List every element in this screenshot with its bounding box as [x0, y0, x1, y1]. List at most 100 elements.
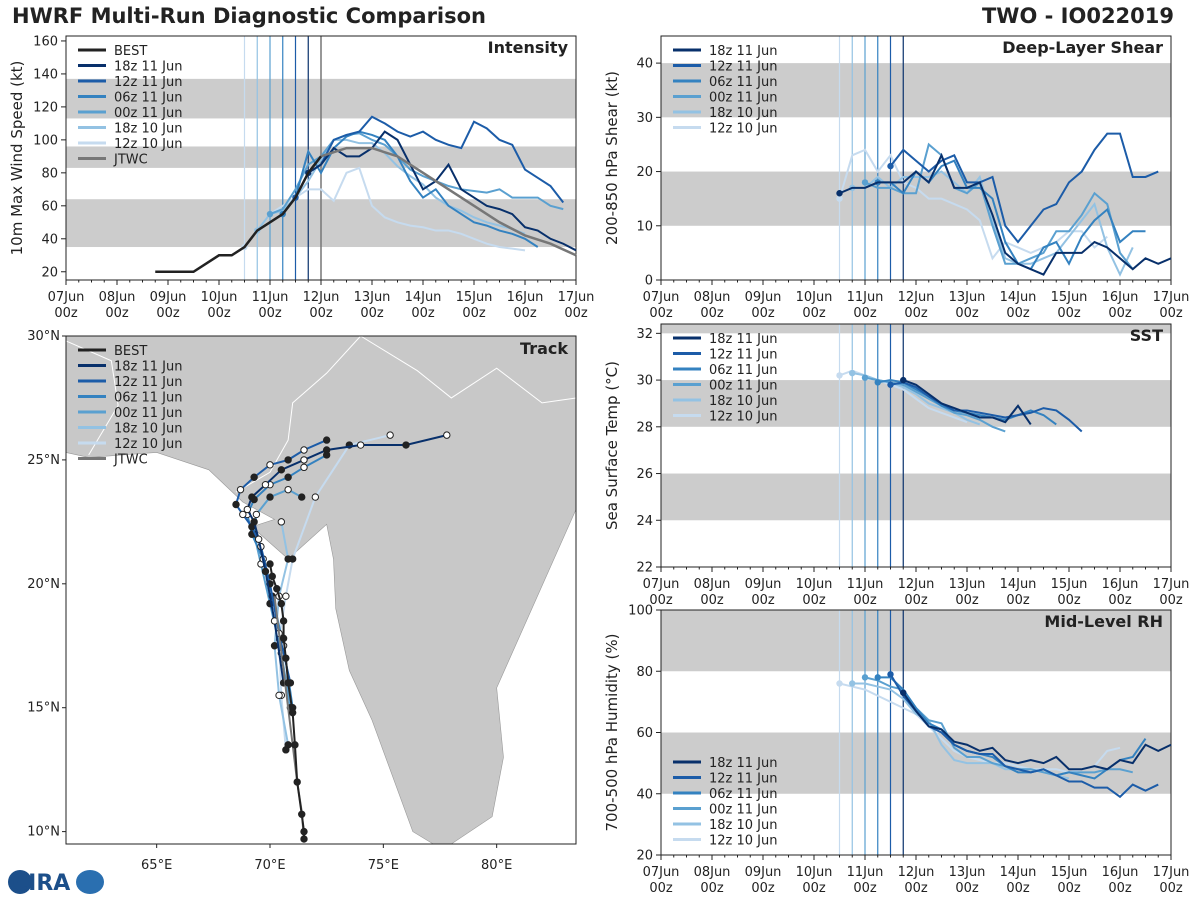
track-point — [291, 741, 299, 749]
series-06z-11-jun — [877, 676, 1147, 780]
x-tick-label: 00z — [513, 306, 537, 321]
border-line — [360, 335, 577, 404]
x-tick-label: 00z — [751, 881, 775, 896]
y-tick-label: 120 — [33, 100, 58, 115]
track-point — [282, 592, 290, 600]
series-start-point — [861, 374, 869, 381]
y-axis-label: 700-500 hPa Humidity (%) — [603, 633, 621, 831]
x-tick-label: 00z — [54, 306, 78, 321]
track-point — [443, 431, 451, 439]
track-point — [386, 431, 394, 439]
x-tick-label: 13Jun — [949, 577, 986, 592]
x-tick-label: 14Jun — [1000, 577, 1037, 592]
x-tick-label: 00z — [1108, 306, 1132, 321]
series-18z-11-jun — [839, 152, 1172, 276]
legend-label: JTWC — [113, 453, 148, 468]
legend-label: 12z 10 Jun — [709, 834, 778, 849]
x-tick-label: 07Jun — [643, 577, 680, 592]
x-tick-label: 08Jun — [99, 290, 136, 305]
track-point — [300, 835, 308, 843]
x-tick-label: 00z — [802, 593, 826, 608]
legend-label: 00z 11 Jun — [709, 91, 778, 106]
x-tick-label: 12Jun — [898, 577, 935, 592]
x-tick-label: 09Jun — [150, 290, 187, 305]
x-tick-label: 65°E — [141, 858, 172, 873]
x-tick-label: 00z — [751, 593, 775, 608]
x-tick-label: 00z — [564, 306, 588, 321]
y-tick-label: 22 — [636, 561, 653, 576]
series-18z-11-jun — [902, 379, 1032, 426]
x-tick-label: 00z — [700, 306, 724, 321]
x-tick-label: 10Jun — [796, 290, 833, 305]
x-tick-label: 08Jun — [694, 865, 731, 880]
legend-label: 18z 11 Jun — [709, 44, 778, 59]
series-start-point — [900, 689, 907, 696]
track-point — [243, 505, 252, 514]
legend-label: 00z 11 Jun — [709, 379, 778, 394]
x-tick-label: 00z — [207, 306, 231, 321]
x-tick-label: 00z — [1006, 593, 1030, 608]
shade-band — [661, 171, 1171, 226]
series-18z-10-jun — [852, 170, 1134, 277]
x-tick-label: 07Jun — [48, 290, 85, 305]
x-tick-label: 13Jun — [949, 290, 986, 305]
x-tick-label: 00z — [853, 306, 877, 321]
legend-label: 18z 10 Jun — [709, 394, 778, 409]
x-tick-label: 00z — [1057, 306, 1081, 321]
legend-label: 00z 11 Jun — [709, 803, 778, 818]
x-tick-label: 00z — [1159, 881, 1183, 896]
y-tick-label: 15°N — [27, 701, 60, 716]
y-tick-label: 30 — [636, 374, 653, 389]
chart-sst: 07Jun00z08Jun00z09Jun00z10Jun00z11Jun00z… — [603, 323, 1189, 608]
x-tick-label: 10Jun — [201, 290, 238, 305]
x-tick-label: 00z — [1057, 881, 1081, 896]
logo-text: CIRA — [12, 871, 70, 896]
y-tick-label: 160 — [33, 34, 58, 49]
x-tick-label: 16Jun — [1102, 865, 1139, 880]
y-tick-label: 20°N — [27, 577, 60, 592]
x-tick-label: 80°E — [481, 858, 512, 873]
series-06z-11-jun — [281, 130, 539, 248]
track-point — [266, 493, 274, 501]
y-axis-label: 10m Max Wind Speed (kt) — [8, 61, 26, 256]
y-tick-label: 60 — [636, 726, 653, 741]
x-tick-label: 15Jun — [1051, 865, 1088, 880]
x-tick-label: 13Jun — [354, 290, 391, 305]
x-tick-label: 00z — [955, 306, 979, 321]
x-tick-label: 14Jun — [405, 290, 442, 305]
land-mass — [65, 335, 577, 845]
y-tick-label: 26 — [636, 467, 653, 482]
legend-label: JTWC — [113, 153, 148, 168]
y-tick-label: 80 — [636, 665, 653, 680]
track-point — [279, 617, 288, 625]
track-point — [298, 810, 306, 818]
legend-label: 12z 10 Jun — [709, 410, 778, 425]
legend-label: BEST — [114, 344, 147, 359]
x-tick-label: 00z — [1006, 306, 1030, 321]
track-point — [239, 510, 247, 519]
series-start-point — [836, 680, 843, 687]
satellite-icon — [76, 870, 104, 894]
border-line — [235, 335, 362, 493]
legend-label: 18z 11 Jun — [709, 332, 778, 347]
track-point — [356, 441, 365, 449]
y-tick-label: 10°N — [27, 825, 60, 840]
track-point — [232, 500, 240, 509]
x-tick-label: 00z — [955, 593, 979, 608]
track-point — [284, 485, 292, 494]
x-tick-label: 07Jun — [643, 865, 680, 880]
track-point — [277, 599, 286, 608]
x-tick-label: 00z — [751, 306, 775, 321]
x-tick-label: 00z — [700, 881, 724, 896]
y-tick-label: 100 — [628, 604, 653, 619]
legend-label: 18z 10 Jun — [114, 122, 183, 137]
track-point — [284, 456, 292, 464]
x-tick-label: 12Jun — [898, 290, 935, 305]
x-tick-label: 00z — [904, 593, 928, 608]
shade-band — [661, 324, 1171, 334]
x-tick-label: 00z — [1108, 881, 1132, 896]
series-start-point — [861, 179, 869, 186]
globe-icon — [8, 870, 32, 894]
x-tick-label: 00z — [1159, 306, 1183, 321]
